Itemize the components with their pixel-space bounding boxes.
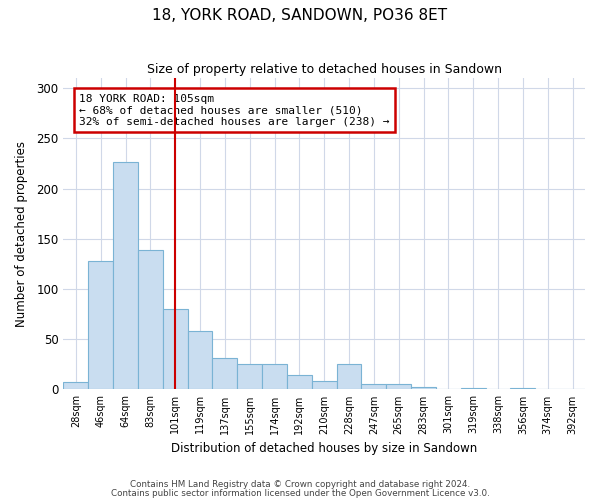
Bar [262,364,287,390]
Bar [64,382,88,390]
Bar [88,261,113,390]
Bar [138,250,163,390]
Bar [212,358,237,390]
Title: Size of property relative to detached houses in Sandown: Size of property relative to detached ho… [147,62,502,76]
Y-axis label: Number of detached properties: Number of detached properties [15,140,28,326]
Bar [113,162,138,390]
Text: 18, YORK ROAD, SANDOWN, PO36 8ET: 18, YORK ROAD, SANDOWN, PO36 8ET [152,8,448,22]
Bar [188,331,212,390]
Bar [287,376,312,390]
Bar [386,384,411,390]
Bar [337,364,361,390]
Bar [461,388,485,390]
Text: Contains HM Land Registry data © Crown copyright and database right 2024.: Contains HM Land Registry data © Crown c… [130,480,470,489]
X-axis label: Distribution of detached houses by size in Sandown: Distribution of detached houses by size … [171,442,478,455]
Bar [411,388,436,390]
Text: 18 YORK ROAD: 105sqm
← 68% of detached houses are smaller (510)
32% of semi-deta: 18 YORK ROAD: 105sqm ← 68% of detached h… [79,94,389,127]
Bar [511,388,535,390]
Text: Contains public sector information licensed under the Open Government Licence v3: Contains public sector information licen… [110,488,490,498]
Bar [361,384,386,390]
Bar [237,364,262,390]
Bar [163,309,188,390]
Bar [312,382,337,390]
